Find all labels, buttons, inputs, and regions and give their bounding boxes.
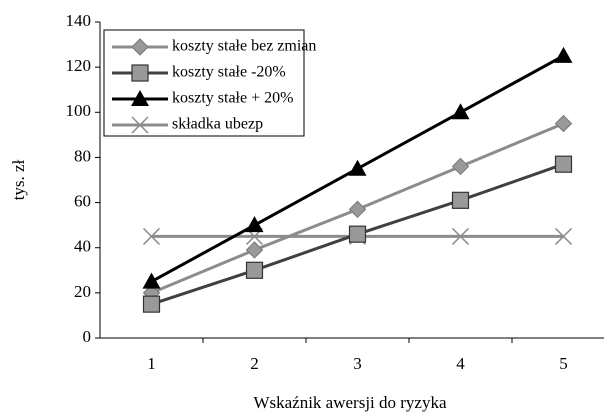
data-point bbox=[142, 295, 161, 313]
data-point bbox=[348, 159, 367, 176]
x-tick-label: 3 bbox=[353, 354, 362, 373]
data-point bbox=[348, 225, 367, 243]
data-point bbox=[245, 261, 264, 279]
x-tick-label: 2 bbox=[250, 354, 259, 373]
x-tick-label: 1 bbox=[147, 354, 156, 373]
x-tick-label: 4 bbox=[456, 354, 465, 373]
data-point bbox=[451, 227, 470, 245]
x-axis-title: Wskaźnik awersji do ryzyka bbox=[253, 393, 447, 412]
y-tick-label: 0 bbox=[83, 327, 92, 346]
x-tick-label: 5 bbox=[559, 354, 568, 373]
data-point bbox=[554, 46, 573, 63]
data-point bbox=[451, 103, 470, 120]
legend-label: koszty stałe + 20% bbox=[172, 90, 293, 107]
data-point bbox=[348, 200, 367, 219]
y-tick-label: 120 bbox=[66, 56, 92, 75]
legend-label: koszty stałe bez zmian bbox=[172, 38, 316, 55]
data-point bbox=[554, 155, 573, 173]
legend-marker bbox=[131, 90, 149, 106]
legend-marker bbox=[131, 64, 149, 82]
y-tick-label: 20 bbox=[74, 282, 91, 301]
y-tick-label: 140 bbox=[66, 11, 92, 30]
data-point bbox=[451, 191, 470, 209]
data-point bbox=[554, 227, 573, 245]
data-point bbox=[451, 157, 470, 176]
data-point bbox=[142, 272, 161, 289]
legend-marker bbox=[131, 116, 149, 134]
legend-label: składka ubezp bbox=[172, 116, 263, 133]
y-axis-title: tys. zł bbox=[9, 159, 28, 200]
data-point bbox=[142, 227, 161, 245]
legend: koszty stałe bez zmian koszty stałe -20% k… bbox=[103, 29, 316, 137]
data-point bbox=[554, 114, 573, 133]
data-point bbox=[245, 241, 264, 259]
legend-label: koszty stałe -20% bbox=[172, 64, 286, 81]
y-tick-label: 100 bbox=[66, 101, 92, 120]
legend-marker bbox=[131, 38, 149, 56]
y-tick-label: 40 bbox=[74, 237, 91, 256]
y-tick-label: 80 bbox=[74, 146, 91, 165]
data-point bbox=[245, 216, 264, 233]
y-tick-label: 60 bbox=[74, 191, 91, 210]
